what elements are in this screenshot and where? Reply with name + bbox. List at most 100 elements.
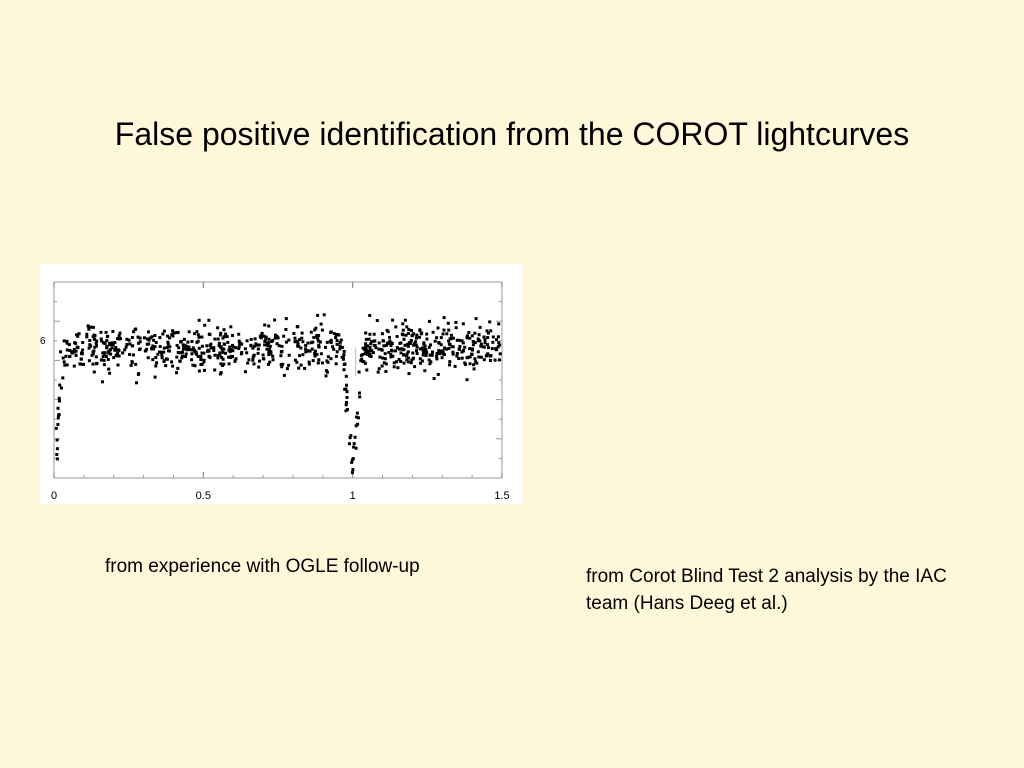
data-point (182, 337, 186, 341)
data-point (334, 362, 338, 366)
data-point (159, 350, 163, 354)
data-point (389, 355, 393, 359)
data-point (394, 349, 398, 353)
data-point (102, 358, 106, 362)
data-point (345, 396, 349, 399)
data-point (380, 332, 384, 336)
data-point (184, 355, 187, 358)
data-point (213, 353, 217, 357)
data-point (72, 348, 76, 351)
data-point (264, 335, 268, 339)
data-point (282, 334, 286, 338)
data-point (117, 354, 121, 358)
data-point (80, 352, 84, 356)
data-point (368, 352, 372, 356)
data-point (448, 363, 451, 367)
data-point (471, 343, 475, 347)
data-point (111, 343, 115, 347)
data-point (364, 337, 368, 341)
data-point (115, 353, 118, 357)
data-point (402, 348, 406, 352)
data-point (287, 338, 291, 342)
data-point (366, 344, 370, 348)
data-point (482, 345, 486, 349)
data-point (167, 349, 170, 353)
data-point (216, 353, 220, 357)
data-point (496, 345, 500, 349)
data-point (208, 333, 212, 337)
data-point (432, 377, 436, 380)
data-point (413, 365, 417, 369)
data-point (287, 353, 291, 357)
data-point (279, 354, 283, 358)
data-point (421, 353, 425, 357)
data-point (399, 360, 403, 363)
data-point (78, 362, 82, 366)
lightcurve-scatter-svg: 0 0.5 1 1.5 6 (40, 264, 522, 504)
data-point (395, 360, 399, 364)
data-point (301, 340, 305, 344)
data-point (179, 340, 182, 344)
data-point (92, 370, 96, 374)
data-point (193, 332, 196, 336)
data-point (395, 335, 399, 338)
data-point (85, 335, 89, 339)
data-point (320, 328, 324, 332)
data-point (468, 336, 472, 340)
data-point (160, 356, 164, 360)
data-point (55, 453, 59, 456)
data-point (429, 360, 433, 364)
data-point (494, 347, 498, 351)
data-point (252, 354, 256, 358)
data-point (316, 339, 320, 343)
data-point (231, 349, 235, 353)
data-point (185, 348, 189, 352)
data-point (457, 347, 461, 351)
data-point (251, 358, 255, 362)
data-point (445, 332, 449, 336)
data-point (408, 342, 412, 346)
data-point (402, 337, 406, 341)
data-point (197, 346, 201, 350)
data-point (356, 422, 360, 426)
data-point (385, 343, 388, 347)
data-point (369, 342, 373, 346)
data-point (259, 334, 263, 338)
data-point (95, 344, 98, 348)
data-point (473, 331, 477, 335)
data-point (470, 347, 474, 351)
data-point (208, 343, 212, 347)
data-point (125, 337, 129, 341)
data-point (267, 348, 271, 352)
data-point (191, 346, 195, 350)
data-point (309, 341, 313, 345)
data-point (259, 336, 263, 340)
data-point (372, 339, 375, 343)
data-point (85, 332, 89, 336)
data-point (184, 352, 188, 356)
data-point (296, 325, 300, 329)
data-point (423, 344, 427, 348)
data-point (132, 330, 136, 334)
data-point (309, 330, 313, 334)
data-point (407, 328, 411, 331)
data-point (472, 363, 476, 367)
data-point (352, 442, 356, 446)
data-point (313, 328, 317, 332)
data-point (359, 353, 363, 357)
data-point (322, 313, 326, 317)
data-point (403, 318, 407, 322)
data-point (401, 328, 405, 332)
data-point (178, 351, 181, 355)
data-point (203, 323, 207, 327)
data-point (489, 354, 493, 358)
data-point (410, 358, 414, 362)
data-point (190, 358, 194, 362)
data-point (318, 340, 322, 344)
data-point (355, 415, 359, 419)
data-point (307, 360, 311, 364)
data-point (94, 342, 98, 345)
data-point (358, 391, 361, 395)
data-point (156, 352, 160, 356)
data-point (344, 387, 348, 391)
